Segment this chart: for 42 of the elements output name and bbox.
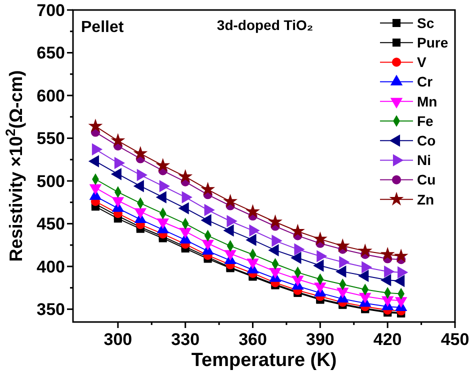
y-tick-label: 600 (36, 86, 65, 106)
legend-label: Co (417, 132, 436, 148)
y-tick-label: 350 (36, 300, 65, 320)
legend-label: Zn (417, 191, 434, 208)
x-tick-label: 390 (306, 330, 334, 349)
y-tick-label: 700 (36, 0, 65, 20)
y-tick-label: 650 (36, 44, 65, 63)
x-tick-label: 300 (104, 330, 132, 349)
annotation: Pellet (81, 19, 124, 36)
point (156, 158, 170, 172)
point (335, 238, 350, 252)
y-tick-label: 400 (36, 257, 65, 276)
legend-label: Mn (417, 93, 438, 110)
x-axis-title: Temperature (K) (191, 350, 337, 371)
legend-label: V (417, 54, 427, 70)
y-tick-label: 450 (36, 214, 65, 234)
x-tick-label: 330 (171, 330, 200, 349)
legend-label: Cu (417, 172, 436, 188)
legend-label: Ni (417, 152, 431, 168)
x-tick-label: 450 (440, 330, 470, 349)
point (358, 243, 372, 258)
point (312, 231, 328, 246)
point (88, 118, 103, 132)
point (380, 246, 395, 261)
point (110, 133, 126, 147)
x-tick-label: 420 (373, 330, 402, 349)
text: 3d-doped TiO₂ (216, 17, 314, 33)
point (133, 146, 148, 160)
legend-label: Fe (417, 112, 434, 129)
point (223, 194, 238, 208)
point (246, 204, 260, 218)
legend-label: Cr (417, 74, 434, 90)
point (200, 182, 216, 196)
y-tick-label: 550 (36, 129, 65, 148)
point (394, 248, 408, 262)
legend-label: Sc (417, 14, 434, 31)
point (290, 224, 305, 238)
x-tick-label: 360 (238, 330, 267, 349)
legend-label: Pure (417, 34, 448, 50)
point (178, 169, 193, 183)
y-tick-label: 500 (36, 172, 65, 191)
point (268, 214, 282, 228)
